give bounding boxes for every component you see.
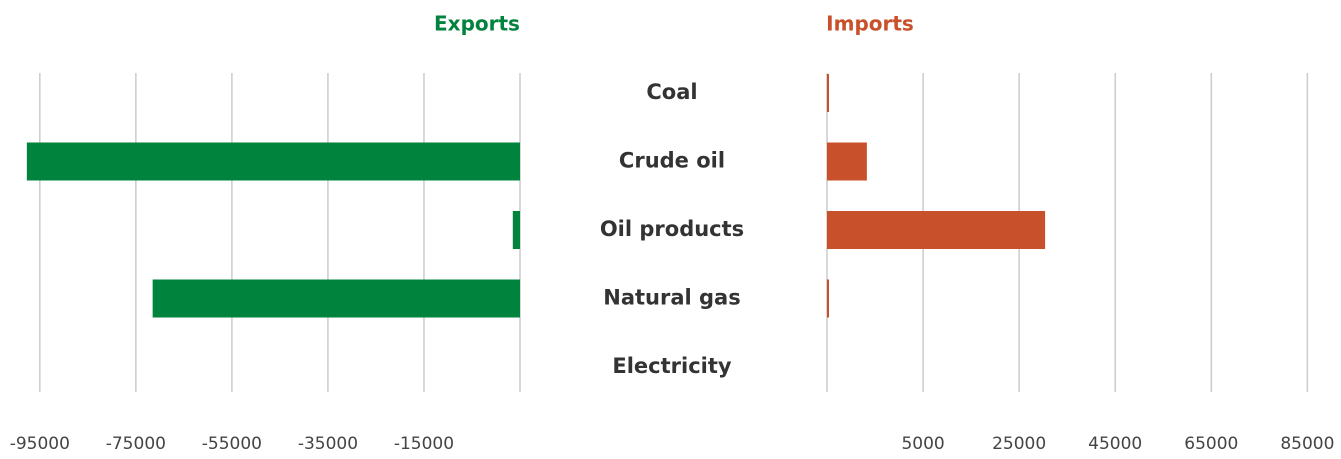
- bar: [827, 74, 829, 112]
- exports-title: Exports: [434, 12, 520, 36]
- x-tick-label: -75000: [106, 434, 166, 454]
- bar: [827, 142, 867, 181]
- bar: [827, 211, 1046, 249]
- category-label: Electricity: [612, 354, 732, 378]
- x-tick-label: 65000: [1184, 434, 1238, 454]
- x-tick-label: 45000: [1088, 434, 1142, 454]
- imports-title: Imports: [826, 12, 914, 36]
- category-label: Crude oil: [619, 149, 725, 173]
- category-label: Coal: [646, 80, 697, 104]
- x-tick-label: -95000: [10, 434, 70, 454]
- x-tick-label: 85000: [1280, 434, 1334, 454]
- x-tick-label: 25000: [992, 434, 1046, 454]
- bar: [827, 279, 829, 318]
- x-tick-label: -15000: [394, 434, 454, 454]
- x-tick-label: -55000: [202, 434, 262, 454]
- bar: [26, 142, 521, 181]
- x-tick-label: -35000: [298, 434, 358, 454]
- category-label: Natural gas: [603, 286, 740, 310]
- x-tick-label: 5000: [901, 434, 944, 454]
- bar: [512, 211, 520, 249]
- category-label: Oil products: [600, 217, 744, 241]
- bar: [152, 279, 521, 318]
